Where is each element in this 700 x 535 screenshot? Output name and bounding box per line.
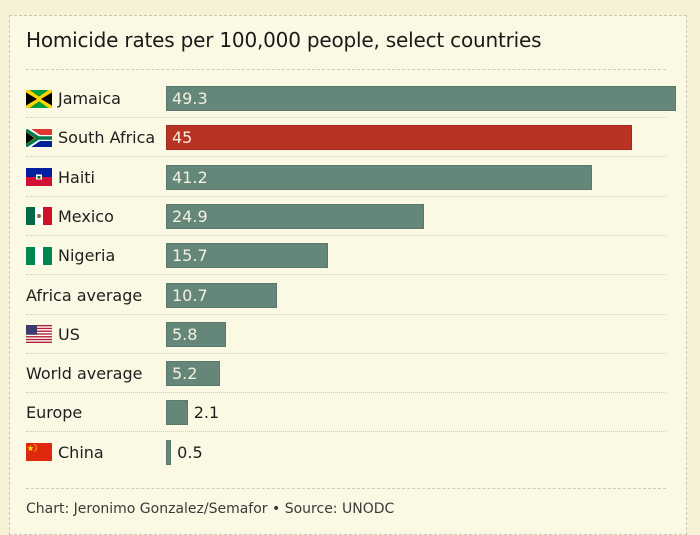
category-text: China [58,442,104,462]
row-divider [26,195,666,197]
bar [166,321,226,347]
category-label: US [26,315,80,354]
category-text: US [58,324,80,344]
category-text: South Africa [58,128,156,148]
value-label: 5.8 [172,324,198,344]
bar-row: China 0.5 [26,433,666,472]
category-text: Africa average [26,285,143,305]
bar [166,400,188,426]
mexico-flag-icon [26,207,52,226]
footer-divider [26,488,666,489]
bar [166,125,632,151]
row-divider [26,431,666,433]
category-label: South Africa [24,118,156,157]
jamaica-flag-icon [24,87,54,110]
category-label: Nigeria [26,236,115,275]
china-flag-icon [26,443,52,462]
bar-row: South Africa 45 [24,118,666,158]
bar [166,203,424,229]
bar [166,86,676,111]
row-divider [26,352,666,354]
bar-row: Nigeria 15.7 [26,236,666,276]
bar-row: World average 5.2 [26,354,666,394]
category-text: World average [26,364,143,384]
category-label: Europe [26,393,82,432]
value-label: 41.2 [172,167,208,187]
chart-source: Chart: Jeronimo Gonzalez/Semafor • Sourc… [26,501,395,517]
bar-row: Mexico 24.9 [26,197,666,236]
value-label: 5.2 [172,364,198,384]
value-label: 15.7 [172,246,208,266]
nigeria-flag-icon [26,246,52,265]
bar [166,282,277,308]
chart-card: Homicide rates per 100,000 people, selec… [9,15,687,535]
value-label: 49.3 [172,89,208,108]
row-divider [26,234,666,236]
chart-title: Homicide rates per 100,000 people, selec… [26,28,542,52]
bar-row: Europe 2.1 [26,393,666,433]
row-divider [26,313,666,315]
value-label: 45 [172,128,193,148]
south-africa-flag-icon [24,126,52,150]
category-text: Haiti [58,167,95,187]
row-divider [26,392,666,394]
category-label: Africa average [26,276,142,315]
bar-row: Jamaica 49.3 [24,79,676,118]
category-label: Jamaica [24,79,121,118]
category-text: Europe [26,403,83,423]
bar [166,164,593,190]
category-label: Mexico [26,197,114,236]
row-divider [26,156,666,158]
bar [166,243,329,269]
category-text: Mexico [58,206,114,226]
bar [166,361,220,387]
value-label: 2.1 [193,403,220,423]
haiti-flag-icon [26,168,52,187]
category-label: Haiti [26,158,95,197]
category-label: China [26,433,104,472]
value-label: 24.9 [172,206,208,226]
category-text: Nigeria [58,246,116,266]
row-divider [26,274,666,276]
bar-row: Africa average 10.7 [26,276,666,315]
bar-row: US 5.8 [26,315,666,354]
us-flag-icon [26,325,52,344]
category-label: World average [26,354,142,393]
title-divider [26,69,666,70]
bar-row: Haiti 41.2 [26,158,666,197]
category-text: Jamaica [58,89,121,108]
value-label: 0.5 [177,442,203,462]
value-label: 10.7 [172,285,208,305]
bar [166,439,172,465]
row-divider [26,117,666,118]
